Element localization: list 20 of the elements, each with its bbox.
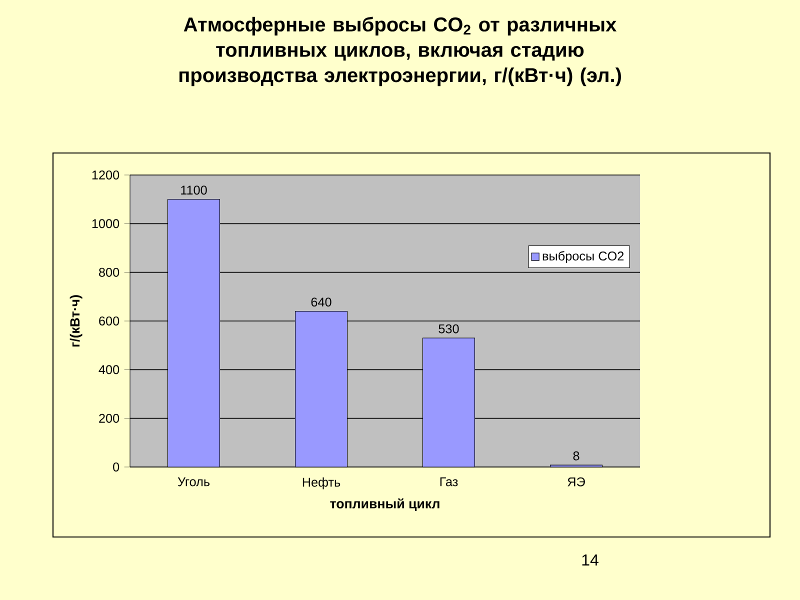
chart-title: Атмосферные выбросы CO$_{2}$ от различных топливных циклов, включая стадию производства электроэнергии, г/(кВт·ч) (эл.) [179,16,621,86]
y-tick-label: 200 [99,414,120,423]
y-axis-title: г/(кВт·ч) [70,295,82,347]
y-tick-label: 1000 [92,219,120,228]
y-tick-label: 1200 [92,170,120,180]
y-tick-label: 0 [113,462,120,472]
data-label: 1100 [181,186,207,195]
y-tick-label: 400 [98,365,120,374]
x-tick-label: Нефть [302,477,340,490]
x-tick-label: Газ [440,477,458,486]
x-tick-label: ЯЭ [568,477,585,486]
x-tick-label: Уголь [178,477,210,486]
data-label: 8 [573,451,580,460]
y-tick-label: 800 [99,268,120,277]
data-label: 640 [311,298,332,307]
x-axis-title: топливный цикл [330,498,440,511]
legend-label: выбросы CO2 [542,251,624,264]
text: 14 [582,554,598,566]
data-label: 530 [438,324,459,334]
y-tick-label: 600 [99,316,120,326]
